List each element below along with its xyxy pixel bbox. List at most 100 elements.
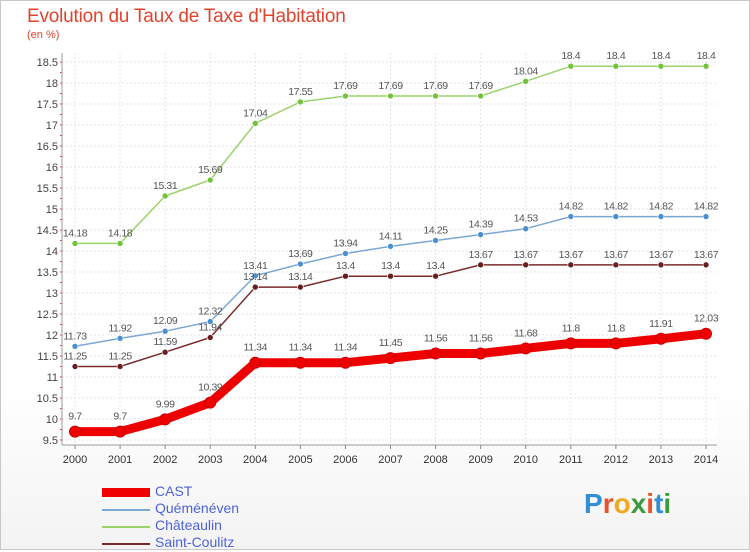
data-label-saint-coulitz: 11.25: [108, 351, 132, 363]
data-label-saint-coulitz: 13.4: [336, 260, 355, 272]
x-tick-label: 2009: [468, 454, 492, 466]
x-tick-label: 2002: [153, 454, 177, 466]
data-label-saint-coulitz: 13.67: [694, 249, 719, 261]
data-point-chateaulin: [342, 92, 349, 100]
data-label-quemeneven: 12.32: [198, 306, 223, 318]
data-point-saint-coulitz: [116, 363, 124, 370]
y-tick-label: 11: [47, 372, 58, 384]
data-point-quemeneven: [297, 260, 304, 268]
data-label-quemeneven: 12.09: [153, 315, 178, 327]
data-point-chateaulin: [432, 92, 439, 100]
data-point-saint-coulitz: [297, 283, 304, 291]
data-label-quemeneven: 14.25: [423, 225, 448, 237]
logo-letter: t: [654, 488, 664, 519]
data-label-chateaulin: 17.69: [469, 80, 494, 92]
data-point-saint-coulitz: [251, 283, 259, 291]
y-tick-label: 12: [46, 330, 58, 342]
data-label-chateaulin: 17.69: [333, 80, 358, 92]
chart-title: Evolution du Taux de Taxe d'Habitation: [27, 6, 346, 27]
logo-letter: o: [613, 488, 631, 519]
data-label-quemeneven: 14.82: [604, 201, 629, 213]
data-point-quemeneven: [477, 231, 484, 238]
x-tick-label: 2012: [604, 454, 628, 466]
x-tick-label: 2006: [333, 454, 357, 466]
x-tick-label: 2013: [649, 454, 673, 466]
x-tick-label: 2000: [63, 454, 87, 466]
data-point-saint-coulitz: [432, 272, 439, 280]
data-label-quemeneven: 14.11: [379, 230, 403, 242]
data-label-saint-coulitz: 13.67: [649, 249, 674, 261]
data-label-cast: 10.39: [198, 382, 223, 394]
data-point-saint-coulitz: [612, 261, 620, 269]
data-point-quemeneven: [161, 327, 169, 335]
data-label-saint-coulitz: 13.14: [243, 271, 268, 283]
data-label-quemeneven: 13.41: [243, 260, 268, 272]
data-label-saint-coulitz: 11.59: [153, 336, 177, 348]
data-label-saint-coulitz: 11.94: [198, 322, 222, 334]
data-point-chateaulin: [116, 240, 124, 247]
data-point-chateaulin: [161, 192, 169, 200]
y-tick-label: 18: [46, 78, 58, 90]
data-point-chateaulin: [612, 62, 620, 70]
y-tick-label: 10: [46, 414, 58, 426]
data-label-cast: 12.03: [694, 313, 719, 325]
data-point-quemeneven: [522, 225, 530, 233]
x-tick-label: 2004: [243, 454, 267, 466]
data-point-saint-coulitz: [161, 348, 169, 356]
data-point-cast: [519, 342, 532, 355]
y-tick-label: 15: [46, 204, 58, 216]
data-point-cast: [654, 332, 667, 345]
data-label-cast: 11.56: [424, 332, 448, 344]
x-tick-label: 2007: [378, 454, 402, 466]
legend-swatch-cast: [102, 488, 150, 497]
x-tick-label: 2001: [108, 454, 132, 466]
data-label-chateaulin: 15.69: [198, 164, 223, 176]
data-point-cast: [294, 356, 307, 369]
legend-label-saint-coulitz: Saint-Coulitz: [155, 534, 235, 550]
data-point-cast: [700, 327, 712, 340]
data-point-cast: [564, 337, 577, 350]
y-tick-label: 18.5: [37, 57, 58, 69]
data-point-chateaulin: [71, 240, 79, 247]
data-point-cast: [474, 347, 487, 360]
data-point-cast: [204, 396, 217, 409]
data-point-chateaulin: [477, 92, 484, 100]
proxiti-logo: Proxiti: [584, 488, 671, 520]
y-tick-label: 14: [46, 246, 58, 258]
data-label-quemeneven: 11.92: [108, 322, 132, 334]
data-point-cast: [429, 347, 442, 360]
data-point-saint-coulitz: [657, 261, 665, 269]
legend-swatch-quemeneven: [102, 509, 150, 511]
data-point-quemeneven: [657, 213, 665, 220]
data-label-quemeneven: 11.73: [63, 330, 87, 342]
data-label-chateaulin: 14.18: [63, 227, 88, 239]
data-point-cast: [384, 352, 397, 365]
data-label-chateaulin: 17.69: [378, 80, 403, 92]
data-point-quemeneven: [432, 237, 439, 244]
data-label-chateaulin: 18.4: [561, 50, 580, 62]
y-tick-label: 16.5: [37, 141, 58, 153]
data-label-chateaulin: 18.4: [606, 50, 625, 62]
data-label-cast: 11.34: [334, 342, 358, 354]
data-point-saint-coulitz: [71, 363, 79, 370]
data-label-quemeneven: 14.53: [514, 213, 539, 225]
data-label-chateaulin: 18.4: [652, 50, 671, 62]
data-point-chateaulin: [387, 92, 394, 100]
data-label-saint-coulitz: 13.67: [604, 249, 629, 261]
y-tick-label: 10.5: [37, 393, 58, 405]
data-label-saint-coulitz: 13.67: [514, 249, 539, 261]
data-label-quemeneven: 13.69: [288, 248, 313, 260]
data-label-cast: 11.91: [649, 318, 673, 330]
data-label-chateaulin: 17.04: [243, 107, 268, 119]
data-label-cast: 11.34: [289, 342, 313, 354]
data-label-chateaulin: 18.04: [514, 65, 539, 77]
logo-letter: P: [584, 488, 603, 519]
data-point-cast: [249, 356, 262, 369]
data-point-quemeneven: [612, 213, 620, 220]
data-point-saint-coulitz: [206, 334, 214, 341]
data-label-cast: 9.7: [113, 411, 127, 423]
data-label-chateaulin: 15.31: [153, 180, 178, 192]
logo-letter: i: [663, 488, 672, 519]
data-point-saint-coulitz: [522, 261, 530, 269]
